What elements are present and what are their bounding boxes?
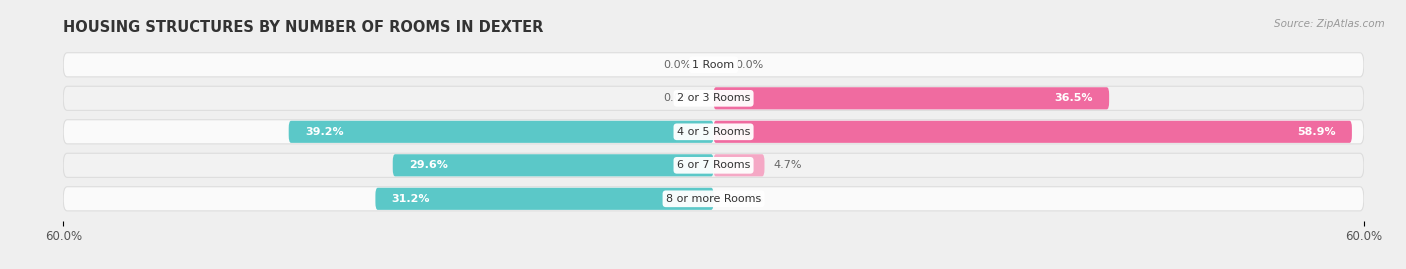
FancyBboxPatch shape [713, 87, 1109, 109]
Text: 0.0%: 0.0% [735, 194, 763, 204]
Text: 2 or 3 Rooms: 2 or 3 Rooms [676, 93, 751, 103]
Text: 6 or 7 Rooms: 6 or 7 Rooms [676, 160, 751, 170]
Text: 58.9%: 58.9% [1296, 127, 1336, 137]
Text: 36.5%: 36.5% [1054, 93, 1092, 103]
Text: 39.2%: 39.2% [305, 127, 343, 137]
FancyBboxPatch shape [63, 120, 1364, 144]
Text: 8 or more Rooms: 8 or more Rooms [666, 194, 761, 204]
Text: HOUSING STRUCTURES BY NUMBER OF ROOMS IN DEXTER: HOUSING STRUCTURES BY NUMBER OF ROOMS IN… [63, 20, 544, 35]
Text: 4.7%: 4.7% [773, 160, 801, 170]
Text: 0.0%: 0.0% [664, 60, 692, 70]
FancyBboxPatch shape [63, 86, 1364, 110]
Text: 0.0%: 0.0% [664, 93, 692, 103]
Text: 4 or 5 Rooms: 4 or 5 Rooms [676, 127, 751, 137]
Text: 29.6%: 29.6% [409, 160, 449, 170]
FancyBboxPatch shape [713, 154, 765, 176]
Text: 0.0%: 0.0% [735, 60, 763, 70]
FancyBboxPatch shape [288, 121, 713, 143]
FancyBboxPatch shape [63, 153, 1364, 177]
Text: 31.2%: 31.2% [392, 194, 430, 204]
FancyBboxPatch shape [63, 53, 1364, 77]
FancyBboxPatch shape [713, 121, 1353, 143]
Text: 1 Room: 1 Room [693, 60, 734, 70]
FancyBboxPatch shape [375, 188, 713, 210]
Text: Source: ZipAtlas.com: Source: ZipAtlas.com [1274, 19, 1385, 29]
FancyBboxPatch shape [392, 154, 713, 176]
FancyBboxPatch shape [63, 187, 1364, 211]
